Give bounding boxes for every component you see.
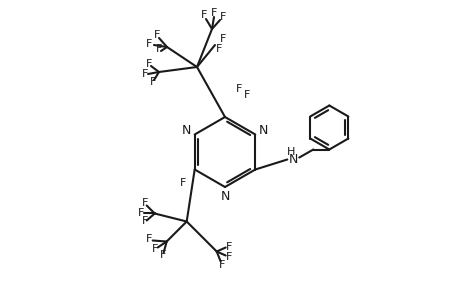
Text: F: F	[146, 59, 152, 69]
Text: N: N	[182, 124, 191, 136]
Text: H: H	[286, 146, 295, 157]
Text: F: F	[219, 12, 226, 22]
Text: F: F	[153, 30, 160, 40]
Text: F: F	[235, 84, 241, 94]
Text: F: F	[151, 244, 157, 254]
Text: F: F	[201, 10, 207, 20]
Text: F: F	[219, 34, 226, 44]
Text: F: F	[150, 77, 156, 87]
Text: F: F	[137, 208, 144, 218]
Text: N: N	[258, 124, 267, 136]
Text: N: N	[220, 190, 229, 202]
Text: F: F	[146, 39, 152, 49]
Text: F: F	[179, 178, 185, 188]
Text: F: F	[141, 69, 148, 79]
Text: F: F	[225, 251, 231, 262]
Text: F: F	[215, 44, 222, 54]
Text: F: F	[145, 235, 151, 244]
Text: N: N	[288, 153, 297, 166]
Text: F: F	[159, 250, 166, 260]
Text: F: F	[218, 260, 224, 269]
Text: F: F	[156, 44, 162, 54]
Text: F: F	[210, 8, 217, 18]
Text: F: F	[243, 90, 250, 100]
Text: F: F	[141, 199, 147, 208]
Text: F: F	[141, 217, 147, 226]
Text: F: F	[225, 242, 231, 251]
